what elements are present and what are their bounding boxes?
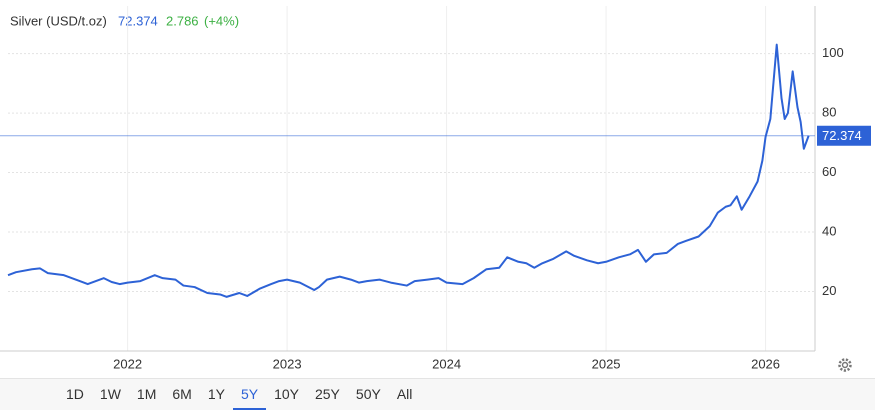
range-button[interactable]: 50Y (355, 386, 381, 402)
header-change-pct: (+4%) (204, 13, 239, 28)
x-tick-label: 2022 (113, 356, 142, 371)
y-tick-label: 80 (822, 105, 836, 120)
x-tick-label: 2024 (432, 356, 461, 371)
range-button[interactable]: 1M (136, 386, 157, 402)
range-button[interactable]: All (396, 386, 413, 402)
settings-icon[interactable] (838, 358, 852, 372)
range-button[interactable]: 1Y (207, 386, 225, 402)
range-button[interactable]: 25Y (314, 386, 340, 402)
last-value-label: 72.374 (822, 128, 862, 143)
header-change: 2.786 (166, 13, 199, 28)
x-tick-label: 2023 (273, 356, 302, 371)
y-tick-label: 40 (822, 223, 836, 238)
range-button[interactable]: 10Y (274, 386, 299, 402)
price-line (7, 43, 810, 298)
range-bar: 1D 1W 1M 6M 1Y 5Y 10Y 25Y 50Y All (0, 378, 875, 410)
last-value-box (817, 125, 871, 146)
y-tick-label: 20 (822, 283, 836, 298)
chart-title: Silver (USD/t.oz) (10, 13, 107, 28)
x-tick-label: 2026 (751, 356, 780, 371)
header-price: 72.374 (118, 13, 158, 28)
range-button[interactable]: 1D (66, 386, 84, 402)
range-button[interactable]: 5Y (232, 379, 267, 410)
range-button[interactable]: 6M (172, 386, 192, 402)
y-tick-label: 100 (822, 45, 844, 60)
y-tick-label: 60 (822, 164, 836, 179)
chart: Silver (USD/t.oz) 72.374 2.786 (+4%) 20 4… (0, 6, 871, 372)
range-button[interactable]: 1W (99, 386, 121, 402)
x-tick-label: 2025 (592, 356, 621, 371)
